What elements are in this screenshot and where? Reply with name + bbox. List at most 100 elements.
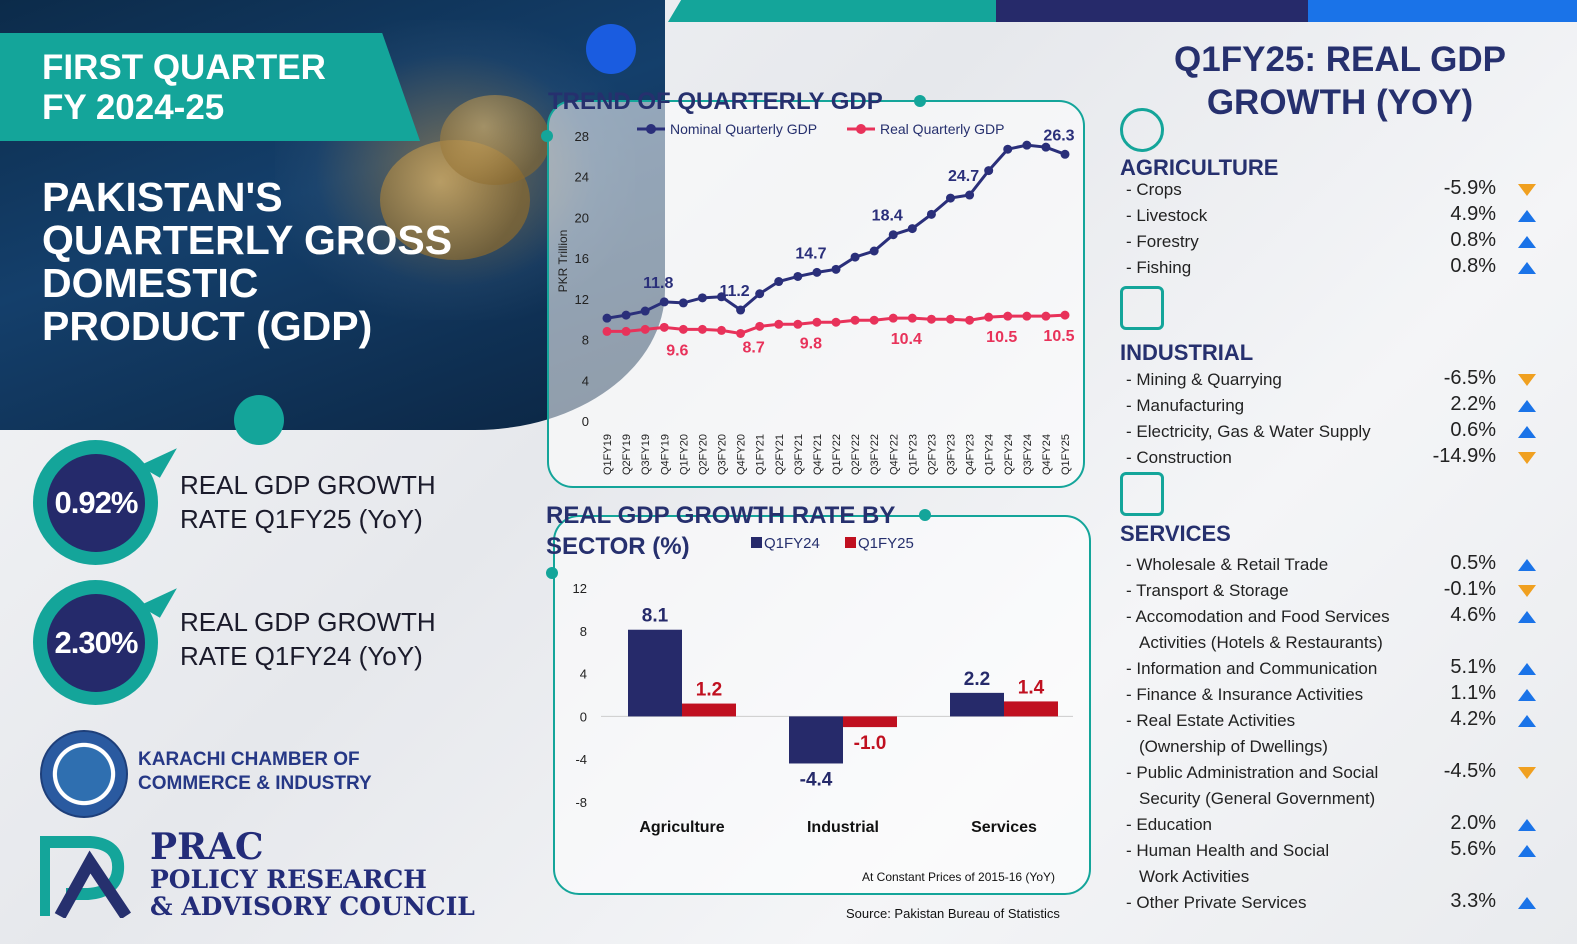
row-value: -14.9% [1432,445,1496,467]
arrow-up-icon [1518,559,1536,571]
data-point [1041,311,1051,321]
data-label: 10.5 [986,329,1017,346]
data-point [678,298,688,308]
data-point [621,326,631,336]
data-point [755,321,765,331]
y-tick-label: 8 [580,624,587,639]
sector-heading: SERVICES [1120,521,1231,546]
data-point [640,324,650,334]
row-name-continued: Security (General Government) [1139,789,1376,808]
data-point [812,267,822,277]
row-value: 0.8% [1450,255,1496,277]
title-dot [919,509,931,521]
row-name: - Crops [1126,180,1182,199]
data-label: 11.2 [719,283,749,300]
arrow-down-icon [1518,767,1536,779]
row-name: - Electricity, Gas & Water Supply [1126,422,1371,441]
panel-dot [541,130,553,142]
row-name: - Livestock [1126,206,1208,225]
data-point [640,306,650,316]
arrow-up-icon [1518,611,1536,623]
decor-dot-blue [586,24,636,74]
series-line-nominal [606,143,1066,320]
x-tick-label: Q2FY21 [774,434,786,475]
data-point [602,313,612,323]
bar-label: -1.0 [854,733,887,754]
bar-q1fy24 [628,629,682,717]
legend-label: Nominal Quarterly GDP [670,121,817,137]
bar-label: -4.4 [800,769,833,790]
legend-swatch [845,537,856,548]
source-note: Source: Pakistan Bureau of Statistics [846,906,1060,921]
data-point [926,314,936,324]
row-name: - Other Private Services [1126,893,1307,912]
data-label: 9.6 [666,342,688,359]
x-tick-label: Q4FY22 [888,434,900,475]
row-value: 4.6% [1450,604,1496,626]
x-tick-label: Q3FY23 [946,434,958,475]
row-value: 5.6% [1450,838,1496,860]
y-tick-label: 12 [575,292,589,307]
data-point [1003,144,1013,154]
kcci-seal-icon [40,730,128,818]
x-tick-label: Q2FY20 [697,434,709,475]
y-tick-label: 4 [582,373,589,388]
y-tick-label: 12 [573,581,587,596]
sector-chart: 12 8 4 0 -4 -8 Agriculture 8.1 1.2 Industrial -4.4… [573,535,1073,836]
data-point [621,310,631,320]
row-name: - Fishing [1126,258,1192,277]
legend-swatch [751,537,762,548]
kpi-q1fy25: 0.92% [33,436,177,565]
row-value: 1.1% [1450,682,1496,704]
arrow-up-icon [1518,845,1536,857]
row-name: - Real Estate Activities [1126,711,1296,730]
arrow-up-icon [1518,400,1536,412]
row-name-continued: Activities (Hotels & Restaurants) [1139,633,1383,652]
arrow-up-icon [1518,819,1536,831]
data-point [1060,149,1070,159]
data-point [965,315,975,325]
arrow-up-icon [1518,426,1536,438]
data-point [774,277,784,287]
kpi-value: 2.30% [47,594,145,692]
data-point [697,324,707,334]
x-category-label: Industrial [807,819,879,836]
y-tick-label: -4 [575,752,587,767]
data-point [926,209,936,219]
row-name: - Information and Communication [1126,659,1378,678]
x-tick-label: Q1FY23 [907,434,919,475]
legend-marker [646,124,656,134]
y-tick-label: 28 [575,129,589,144]
y-tick-label: -8 [575,795,587,810]
row-name: - Finance & Insurance Activities [1126,685,1364,704]
data-point [946,193,955,203]
x-tick-label: Q3FY20 [717,434,729,475]
x-tick-label: Q4FY24 [1041,434,1053,475]
row-value: 0.5% [1450,552,1496,574]
banner-text: FIRST QUARTER FY 2024-25 [42,48,326,127]
data-point [678,324,688,334]
banner [0,33,420,141]
row-value: -5.9% [1443,177,1496,199]
data-point [850,252,860,262]
x-tick-label: Q3FY21 [793,434,805,475]
row-name: - Transport & Storage [1126,581,1289,600]
x-tick-label: Q4FY21 [812,434,824,475]
hand-check-icon [1120,472,1164,516]
data-point [869,246,879,256]
x-tick-label: Q2FY22 [850,434,862,475]
x-tick-label: Q1FY21 [755,434,767,475]
row-value: 3.3% [1450,890,1496,912]
y-axis-label: PKR Trillion [556,230,570,293]
row-name: - Manufacturing [1126,396,1245,415]
data-label: 18.4 [872,208,903,225]
data-point [602,326,612,336]
arrow-up-icon [1518,689,1536,701]
kpi-value: 0.92% [47,454,145,552]
arrow-up-icon [1518,663,1536,675]
x-tick-label: Q4FY23 [965,434,977,475]
x-tick-label: Q1FY20 [678,434,690,475]
data-point [755,289,765,299]
arrow-down-icon [1518,585,1536,597]
data-point [869,315,879,325]
